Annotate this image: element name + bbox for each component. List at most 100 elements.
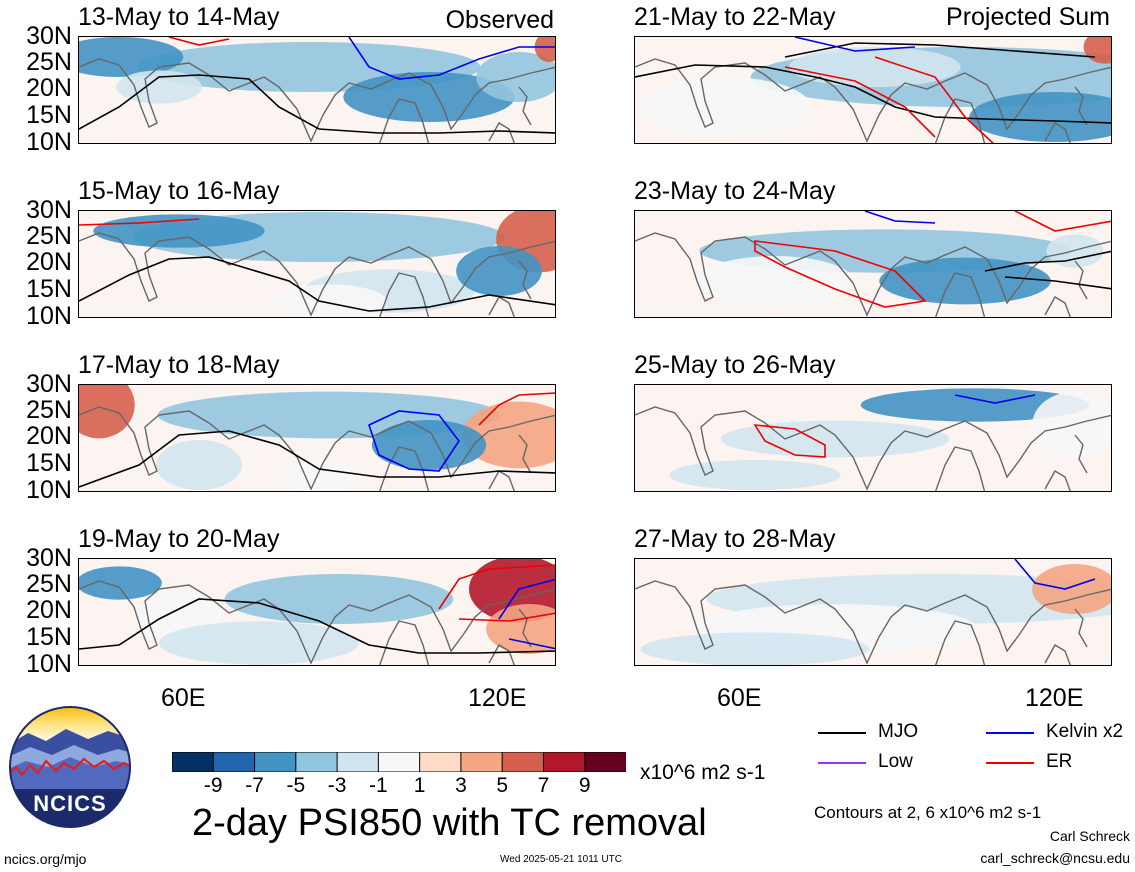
coastline [378, 272, 430, 317]
kelvin-contour [368, 410, 460, 472]
coastline [635, 58, 1111, 143]
mjo-contour [635, 42, 1111, 124]
coastline [934, 446, 986, 491]
anomaly-shading [159, 621, 359, 665]
colorbar-swatch [419, 751, 462, 773]
coastline [79, 580, 555, 665]
coastline [1074, 608, 1088, 648]
lat-label-30n: 30N [26, 22, 72, 50]
chart-title: 2-day PSI850 with TC removal [192, 802, 707, 844]
colorbar-swatch [584, 751, 628, 773]
anomaly-shading [696, 256, 854, 306]
panel-title-8: 27-May to 28-May [634, 525, 836, 553]
anomaly-shading [79, 566, 162, 600]
anomaly-shading [879, 257, 1051, 305]
kelvin-contour [1014, 559, 1096, 590]
ncics-url: ncics.org/mjo [4, 851, 87, 867]
panel-title-5: 21-May to 22-May [634, 3, 836, 31]
anomaly-shading [79, 37, 184, 77]
colorbar-tick: -9 [203, 774, 223, 797]
coastline [518, 260, 532, 300]
coastline [934, 620, 986, 665]
anomaly-shading [156, 440, 242, 490]
coastline [635, 580, 1111, 665]
logo-text: NCICS [33, 791, 107, 816]
colorbar-tick: 7 [537, 774, 550, 797]
mjo-contour [79, 256, 555, 312]
lat-label-25n: 25N [26, 396, 72, 424]
panel-title-6: 23-May to 24-May [634, 177, 836, 205]
legend-label-low: Low [878, 751, 913, 772]
coastline [1074, 260, 1088, 300]
colorbar-tick: -5 [286, 774, 306, 797]
kelvin-contour [498, 578, 555, 650]
lat-label-15n: 15N [26, 623, 72, 651]
lat-label-25n: 25N [26, 222, 72, 250]
lon-label-120e-right: 120E [1025, 684, 1084, 712]
anomaly-shading [371, 420, 487, 470]
colorbar-swatch [212, 751, 256, 773]
colorbar [171, 751, 628, 773]
colorbar-tick: -1 [369, 774, 388, 797]
lat-label-10n: 10N [26, 476, 72, 504]
lat-label-30n: 30N [26, 544, 72, 572]
mjo-contour [79, 74, 555, 134]
colorbar-swatch [254, 751, 297, 773]
anomaly-shading [224, 574, 454, 624]
legend-line-low [818, 762, 866, 764]
anomaly-shading [1032, 564, 1111, 614]
lat-label-10n: 10N [26, 650, 72, 678]
timestamp: Wed 2025-05-21 1011 UTC [500, 854, 622, 865]
coastline [1044, 644, 1071, 665]
anomaly-shading [343, 72, 515, 122]
mjo-contour [984, 250, 1111, 290]
lat-label-20n: 20N [26, 422, 72, 450]
author: Carl Schreck [1049, 828, 1130, 844]
colorbar-tick: -7 [245, 774, 264, 797]
map-panel-6 [634, 210, 1112, 318]
coastline [518, 86, 532, 126]
coastline [635, 406, 1111, 491]
lon-label-60e-right: 60E [717, 684, 762, 712]
anomaly-shading [271, 284, 387, 317]
lat-label-25n: 25N [26, 48, 72, 76]
colorbar-tick: -3 [327, 774, 347, 797]
coastline [1074, 86, 1088, 126]
map-panel-7 [634, 384, 1112, 492]
anomaly-shading [79, 385, 135, 439]
map-panel-8 [634, 558, 1112, 666]
lat-label-10n: 10N [26, 302, 72, 330]
anomaly-shading [639, 77, 811, 137]
legend-label-mjo: MJO [878, 721, 919, 742]
coastline [635, 232, 1111, 317]
anomaly-shading [1046, 234, 1104, 268]
er-contour [784, 56, 995, 143]
coastline [378, 446, 430, 491]
lat-label-15n: 15N [26, 275, 72, 303]
coastline [1044, 470, 1071, 491]
lat-label-20n: 20N [26, 596, 72, 624]
panel-title-1: 13-May to 14-May [78, 3, 280, 31]
panel-title-7: 25-May to 26-May [634, 351, 836, 379]
colorbar-tick: 5 [496, 774, 509, 797]
ncics-logo: NCICS [8, 705, 132, 829]
kelvin-contour [794, 37, 916, 52]
lat-label-15n: 15N [26, 101, 72, 129]
anomaly-shading [860, 388, 1090, 422]
colorbar-swatch [501, 751, 545, 773]
coastline [488, 644, 515, 665]
colorbar-swatch [336, 751, 380, 773]
coastline [79, 232, 555, 317]
colorbar-units: x10^6 m2 s-1 [640, 761, 766, 784]
map-panel-5 [634, 36, 1112, 144]
projected-tag: Projected Sum [946, 3, 1110, 31]
coastline [518, 434, 532, 474]
map-panel-4 [78, 558, 556, 666]
map-panel-3 [78, 384, 556, 492]
legend-label-er: ER [1046, 751, 1073, 772]
coastline [488, 296, 515, 317]
lat-label-25n: 25N [26, 570, 72, 598]
legend-line-kelvin [986, 732, 1034, 734]
colorbar-tick: 1 [413, 774, 426, 797]
map-panel-2 [78, 210, 556, 318]
